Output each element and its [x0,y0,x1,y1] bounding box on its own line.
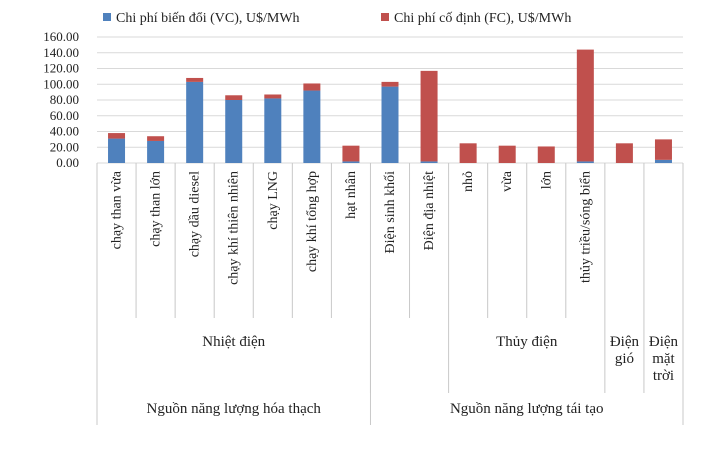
bar-segment-fc [498,145,516,163]
group-label-word: mặt [652,351,675,367]
category-label: chạy khí thiên nhiên [227,171,242,285]
category-label: Điện địa nhiệt [422,171,437,250]
category-label: vừa [500,170,515,192]
bar-segment-fc [537,146,555,163]
legend-label: Chi phí cố định (FC), U$/MWh [394,11,571,26]
bar-segment-vc [264,98,282,163]
bar-segment-vc [420,161,438,163]
legend-label: Chi phí biến đổi (VC), U$/MWh [116,11,300,26]
bar-segment-fc [225,95,243,100]
bar-segment-fc [108,133,126,139]
category-label: nhỏ [461,171,476,192]
bar-segment-fc [459,143,477,163]
legend-swatch [381,13,389,21]
group-label-level1: Nhiệt điện [202,334,265,350]
group-label-level1: Thủy điện [496,334,558,350]
bar-segment-vc [147,140,165,163]
bar-segment-fc [264,94,282,99]
y-tick-label: 60.00 [50,108,79,123]
axes: 0.0020.0040.0060.0080.00100.00120.00140.… [43,29,79,170]
bar-segment-vc [342,161,360,163]
bars [108,49,672,163]
category-label: hạt nhân [344,171,359,219]
bar-segment-vc [108,138,126,163]
group-label-level2: Nguồn năng lượng hóa thạch [147,401,322,417]
bar-segment-vc [186,81,204,163]
y-tick-label: 40.00 [50,124,79,139]
y-tick-label: 100.00 [43,76,79,91]
bar-segment-fc [615,143,633,163]
y-tick-label: 120.00 [43,61,79,76]
category-label: lớn [539,171,554,189]
category-table: chạy than vừa chạy than lớn chạy dầu diese… [96,163,684,425]
category-label: chạy than lớn [149,171,164,247]
group-label-word: gió [615,351,634,367]
legend: Chi phí biến đổi (VC), U$/MWh Chi phí cố … [103,11,571,26]
bar-segment-fc [576,49,594,162]
group-label-word: Điện [610,334,640,350]
category-label: chạy LNG [266,171,281,230]
bar-segment-vc [576,161,594,163]
group-label-word: trời [653,368,674,384]
category-label: chạy than vừa [110,170,125,249]
bar-segment-fc [303,83,321,91]
group-label-level1: Điện mặt trời [649,334,679,384]
group-label-level2: Nguồn năng lượng tái tạo [450,401,604,417]
category-label: chạy dầu diesel [188,171,203,257]
y-tick-label: 20.00 [50,139,79,154]
y-tick-label: 160.00 [43,29,79,44]
legend-swatch [103,13,111,21]
y-tick-label: 140.00 [43,45,79,60]
category-label: thủy triều/sóng biển [578,171,593,283]
bar-segment-vc [381,86,399,163]
group-label-word: Điện [649,334,679,350]
bar-segment-vc [303,90,321,163]
y-tick-label: 80.00 [50,92,79,107]
bar-segment-fc [147,136,165,141]
bar-segment-fc [381,81,399,87]
bar-segment-fc [186,77,204,82]
category-label: Điện sinh khối [383,171,398,254]
y-tick-label: 0.00 [56,155,79,170]
bar-segment-fc [342,145,360,162]
bar-segment-fc [654,139,672,160]
bar-segment-vc [225,100,243,163]
bar-segment-vc [654,159,672,163]
bar-segment-fc [420,70,438,162]
category-label: chạy khí tổng hợp [305,171,320,272]
group-label-level1: Điện gió [610,334,640,367]
